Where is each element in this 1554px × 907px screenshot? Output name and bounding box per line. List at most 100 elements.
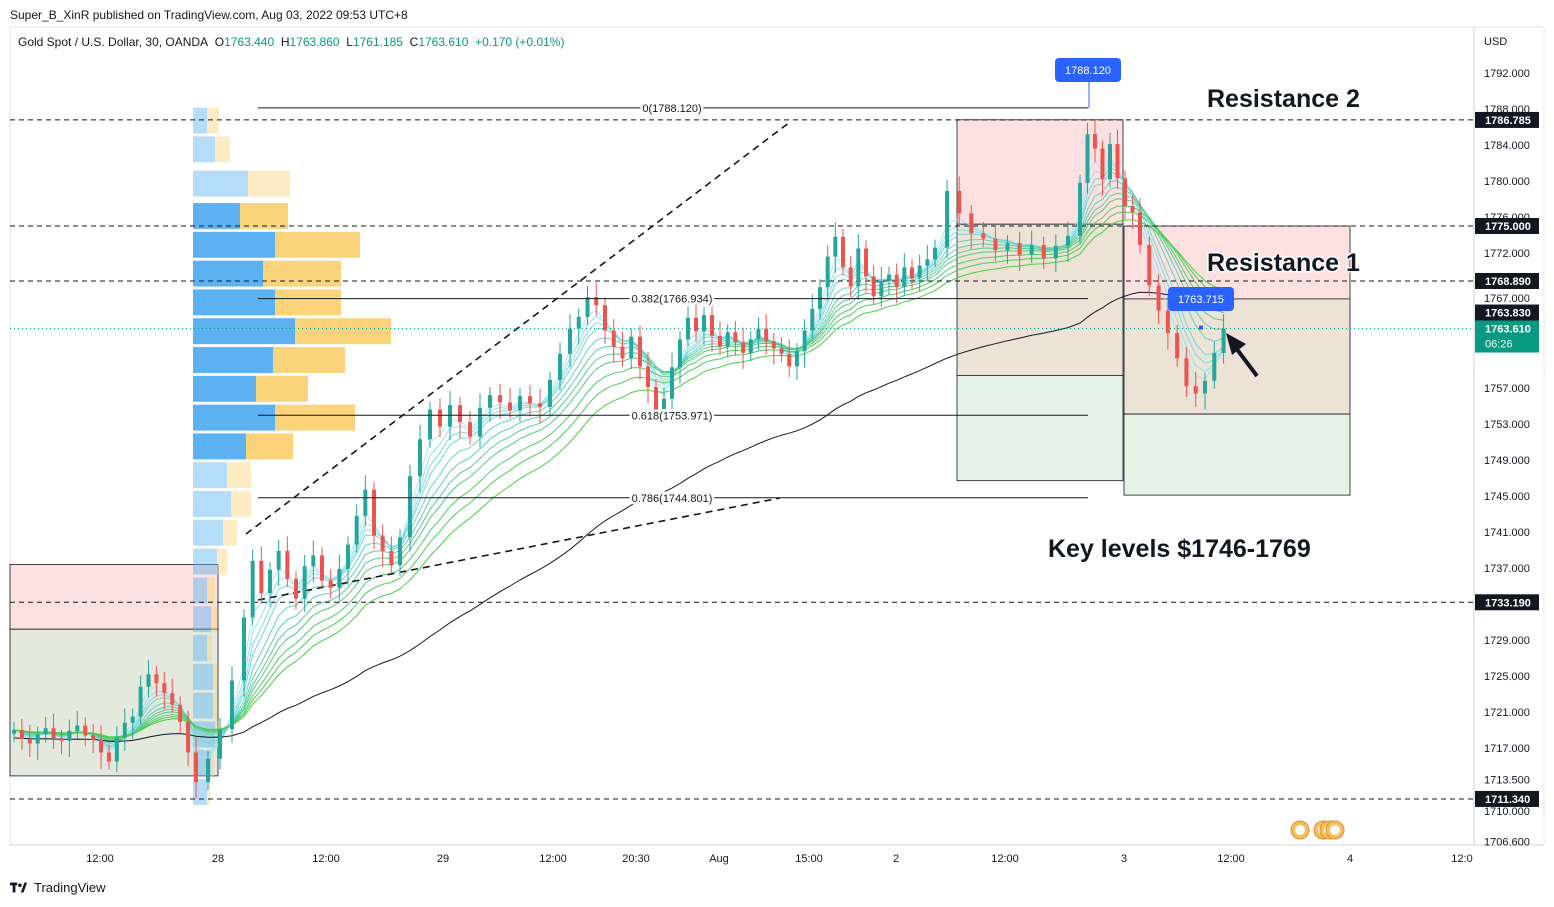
price-tick-label: 1706.600 [1484,837,1530,849]
candle-body [871,276,876,297]
volume-profile-sell-bar [256,375,308,402]
price-tick-label: 1717.000 [1484,743,1530,755]
level-price-text: 1711.340 [1485,794,1530,806]
time-tick-label: 15:00 [795,853,823,865]
candle-body [748,339,753,353]
price-tick-label: 1725.000 [1484,671,1530,683]
candle-body [771,341,776,349]
candle-body [250,560,255,618]
volume-profile-buy-bar [193,433,246,460]
candle-body [969,213,974,234]
candle-body [686,317,690,340]
candle-body [178,704,183,722]
candle-body [779,348,784,354]
high-label: H [280,35,290,49]
candle-body [1193,386,1198,394]
candle-body [428,409,432,440]
price-callout-text: 1763.715 [1178,294,1224,306]
candle-body [902,267,907,288]
candle-body [122,722,127,738]
candle-body [114,737,119,762]
time-tick-label: 29 [437,853,449,865]
candle-body [458,405,462,423]
volume-profile-buy-bar [193,375,256,402]
candle-body [276,550,281,570]
economic-event-flag-center [1295,825,1305,835]
candle-body [67,730,72,741]
candle-body [1212,352,1217,381]
candle-body [1085,134,1090,183]
symbol-title[interactable]: Gold Spot / U.S. Dollar, 30, OANDA [18,35,209,49]
candle-body [620,346,625,359]
candle-body [603,305,607,331]
candle-body [206,758,210,783]
candle-body [1005,243,1010,251]
candle-body [1100,148,1105,180]
time-tick-label: 2 [893,853,899,865]
time-tick-label: 12:00 [86,853,114,865]
low-label: L [346,35,353,49]
level-price-tag [1475,594,1539,611]
price-tick-label: 1792.000 [1484,68,1530,80]
candle-body [1029,244,1034,255]
candle-body [702,315,706,332]
candle-body [794,351,799,367]
candle-body [833,236,838,257]
candle-body [925,259,930,266]
level-price-text: 1768.890 [1485,276,1531,288]
candle-body [35,734,40,744]
candle-body [389,550,394,566]
volume-profile-buy-bar [193,462,227,489]
volume-profile-sell-bar [215,721,219,748]
arrow-head-icon [1226,333,1246,355]
candle-body [1175,333,1180,359]
candle-body [1165,310,1170,334]
fib-level-label: 0.382(1766.934) [632,294,713,306]
volume-profile-buy-bar [193,170,248,197]
volume-profile-sell-bar [207,577,215,604]
level-price-text: 1763.830 [1485,308,1531,320]
tradingview-logo-icon [10,882,28,892]
volume-profile-buy-bar [193,289,275,316]
volume-profile-sell-bar [207,635,212,661]
candle-body [146,674,151,687]
candle-body [1108,144,1112,180]
volume-profile-sell-bar [207,779,210,805]
level-price-tag [1475,272,1539,289]
price-tick-label: 1729.000 [1484,635,1530,647]
tradingview-footer[interactable]: TradingView [10,880,106,895]
candle-body [841,236,845,268]
chart-annotation: Key levels $1746-1769 [1048,535,1311,563]
price-tick-label: 1749.000 [1484,455,1530,467]
candle-body [508,402,512,411]
price-tick-label: 1713.500 [1484,775,1530,787]
candle-body [1115,144,1120,179]
currency-label: USD [1484,36,1507,48]
chart-annotation: Resistance 1 [1207,249,1360,277]
time-tick-label: 20:30 [622,853,650,865]
candle-body [733,332,738,343]
candle-body [478,407,482,437]
volume-profile-sell-bar [217,548,227,575]
open-label: O [214,35,225,49]
candle-body [1053,245,1058,259]
long-moving-average [13,291,1224,742]
callout-anchor-dot [1199,325,1203,330]
candle-body [418,439,422,477]
volume-profile-sell-bar [213,692,217,719]
volume-profile-sell-bar [248,170,290,197]
candle-body [810,308,815,331]
candle-body [242,617,246,681]
candle-body [654,387,658,410]
time-tick-label: 12:00 [312,853,340,865]
time-tick-label: 3 [1121,853,1127,865]
candle-body [558,353,562,380]
candle-body [611,330,616,347]
open-value: 1763.440 [224,35,275,49]
volume-profile-buy-bar [193,404,275,431]
candle-body [538,403,542,407]
candle-body [528,396,532,404]
level-price-text: 1786.785 [1485,115,1531,127]
volume-profile-sell-bar [213,663,217,690]
